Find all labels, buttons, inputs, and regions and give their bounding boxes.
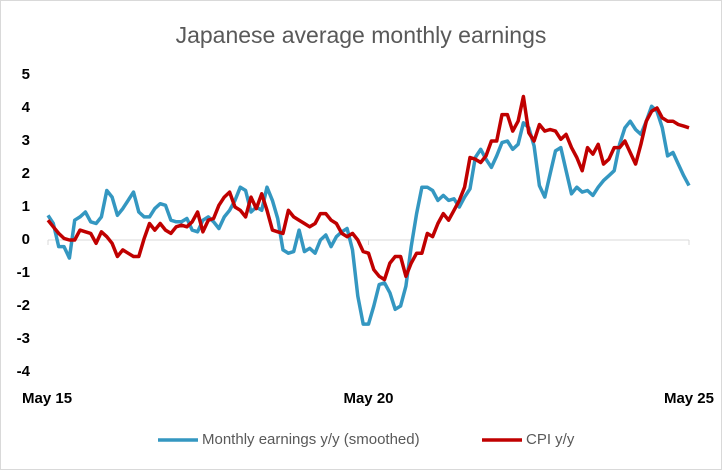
y-tick-label: 1 [22,198,30,215]
series-line [46,94,690,282]
x-tick-label: May 25 [664,390,714,407]
y-tick-label: -3 [17,330,30,347]
series-line [46,104,691,326]
y-tick-label: 5 [22,66,30,83]
y-tick-label: 2 [22,165,30,182]
x-tick-label: May 20 [343,390,393,407]
y-tick-label: -1 [17,264,30,281]
y-tick-label: 4 [22,99,31,116]
chart-title: Japanese average monthly earnings [176,22,547,48]
y-tick-label: -4 [17,363,31,380]
y-tick-label: 0 [22,231,30,248]
legend-label: CPI y/y [526,431,575,448]
y-tick-label: -2 [17,297,30,314]
legend-label: Monthly earnings y/y (smoothed) [202,431,420,448]
x-tick-label: May 15 [22,390,72,407]
y-tick-label: 3 [22,132,30,149]
